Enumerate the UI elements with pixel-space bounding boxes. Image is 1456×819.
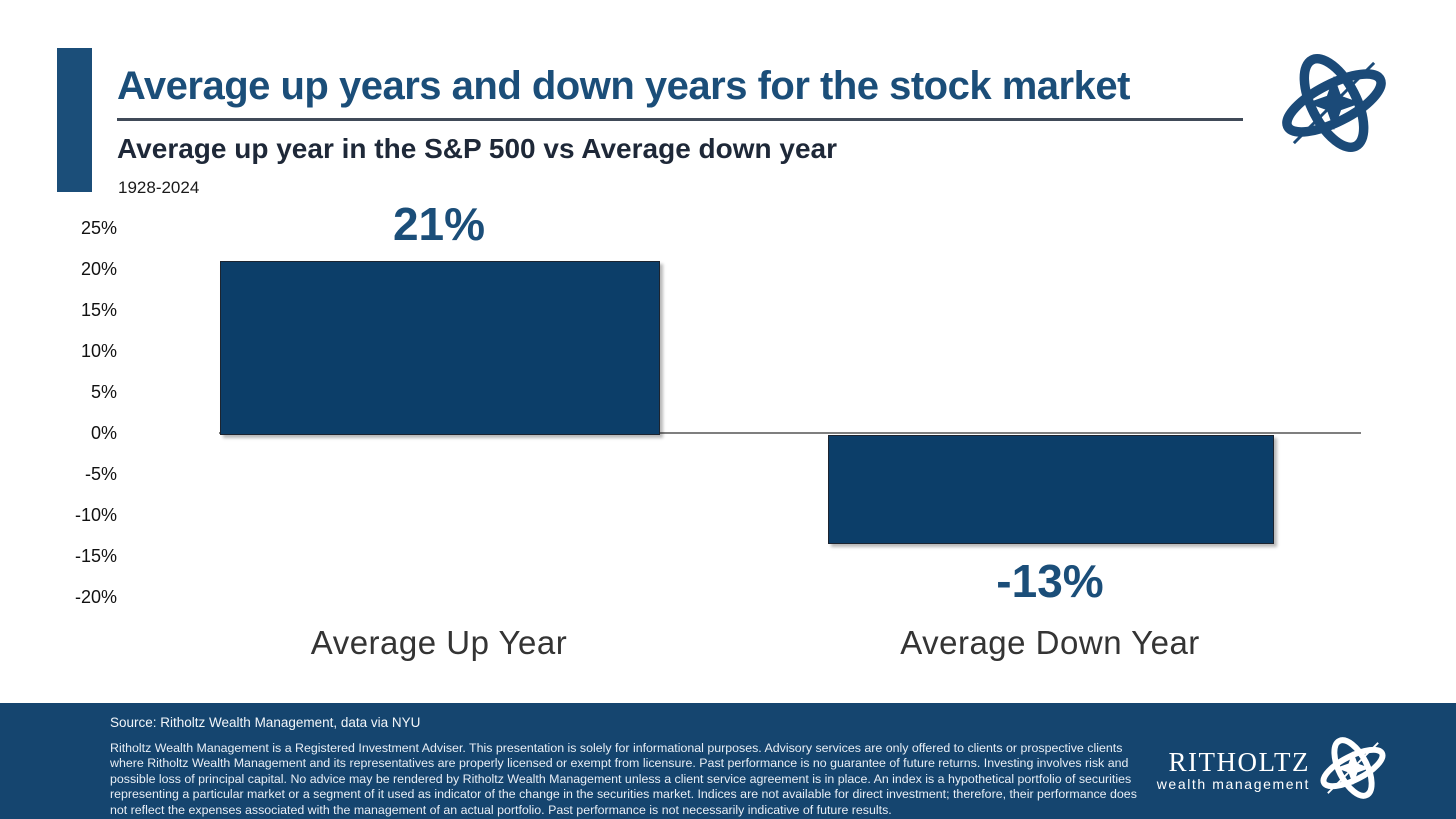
y-axis-tick-label: -20% [74, 587, 117, 607]
legal-disclaimer: Ritholtz Wealth Management is a Register… [110, 741, 1137, 817]
zero-axis-line [219, 432, 1361, 434]
bar-value-label: 21% [392, 197, 486, 250]
y-axis-tick-label: 25% [80, 218, 117, 238]
y-axis-tick-label: 0% [90, 423, 117, 443]
brand-wordmark: RITHOLTZ wealth management [1130, 747, 1310, 793]
title-underline [117, 118, 1243, 121]
ritholtz-gyroscope-logo-icon [1316, 731, 1390, 805]
bar-chart: 25% 20% 15% 10% 5% 0% -5% -10% -15% -20% 21% Averag… [74, 197, 1361, 661]
brand-name: RITHOLTZ [1168, 747, 1310, 777]
date-range-label: 1928-2024 [118, 178, 200, 197]
source-attribution: Source: Ritholtz Wealth Management, data… [110, 715, 421, 730]
chart-subtitle: Average up year in the S&P 500 vs Averag… [117, 133, 838, 164]
brand-tagline: wealth management [1156, 776, 1310, 792]
y-axis-tick-label: 5% [90, 382, 117, 402]
category-label: Average Down Year [900, 624, 1200, 661]
bar-average-up-year [220, 260, 660, 435]
bar-average-down-year [828, 435, 1274, 544]
accent-bar [57, 48, 92, 192]
y-axis-tick-label: 10% [80, 341, 117, 361]
page-title: Average up years and down years for the … [117, 64, 1130, 108]
y-axis-tick-label: -5% [84, 464, 117, 484]
y-axis-tick-label: -15% [74, 546, 117, 566]
category-label: Average Up Year [310, 624, 568, 661]
y-axis-tick-label: 15% [80, 300, 117, 320]
ritholtz-gyroscope-logo-icon [1264, 44, 1404, 162]
footer-disclaimer-band: Source: Ritholtz Wealth Management, data… [0, 703, 1456, 819]
bar-value-label: -13% [996, 554, 1104, 607]
y-axis-tick-label: -10% [74, 505, 117, 525]
y-axis-tick-label: 20% [80, 259, 117, 279]
